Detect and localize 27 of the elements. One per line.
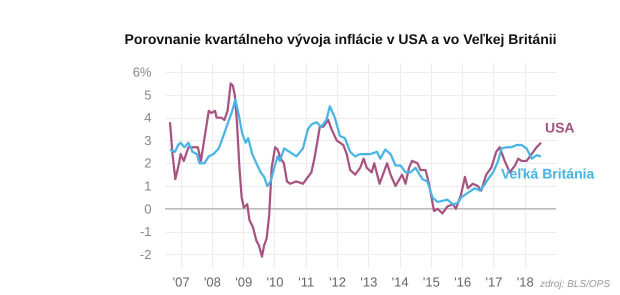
y-tick-label: 5: [144, 87, 152, 102]
y-tick-label: -2: [140, 246, 152, 262]
series-label: USA: [544, 120, 575, 136]
y-tick-label: 1: [144, 178, 152, 194]
y-tick-label: 6%: [132, 64, 152, 80]
x-tick-label: '09: [235, 274, 252, 290]
x-tick-label: '10: [266, 274, 284, 290]
series-label: Veľká Británia: [500, 165, 595, 182]
x-tick-label: '12: [329, 274, 346, 290]
x-tick-label: '13: [360, 274, 378, 290]
x-tick-label: '14: [392, 274, 409, 290]
y-tick-label: -1: [140, 224, 152, 240]
x-tick-label: '18: [516, 274, 534, 290]
x-tick-label: '16: [454, 274, 472, 290]
chart-title: Porovnanie kvartálneho vývoja inflácie v USA a vo Veľkej Británii: [124, 31, 557, 47]
text: zdroj: BLS/OPS: [538, 279, 610, 290]
x-tick-label: '08: [204, 274, 221, 290]
line-series: [168, 98, 542, 206]
x-tick-label: '17: [485, 274, 502, 290]
x-tick-label: '11: [298, 274, 314, 290]
y-tick-label: 2: [144, 156, 152, 171]
line-series: [168, 82, 542, 258]
y-tick-label: 0: [144, 201, 152, 216]
x-tick-label: '07: [172, 274, 190, 290]
x-tick-label: '15: [422, 274, 440, 290]
y-tick-label: 4: [144, 110, 152, 126]
y-tick-label: 3: [144, 132, 152, 148]
